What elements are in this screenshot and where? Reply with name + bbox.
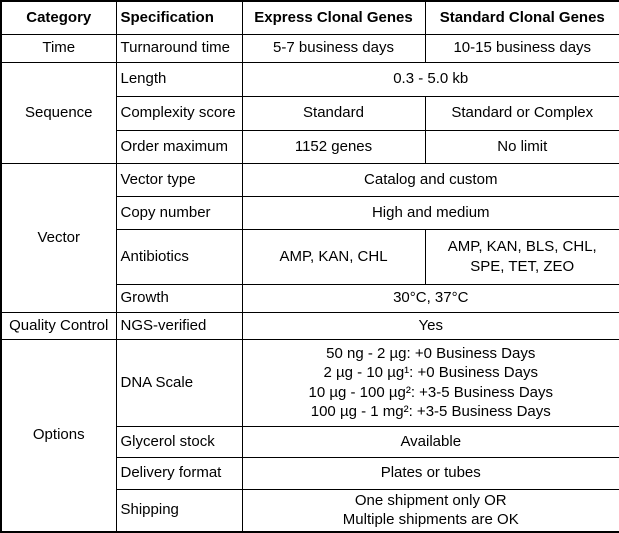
value-cell-express-order-maximum: 1152 genes (241, 129, 426, 164)
value-cell-standard-turnaround: 10-15 business days (424, 33, 619, 63)
table-row-shipping: Shipping One shipment only OR Multiple s… (1, 488, 619, 532)
spec-cell-glycerol-stock: Glycerol stock (115, 425, 243, 458)
spec-cell-turnaround-time: Turnaround time (115, 33, 243, 63)
table-row-turnaround-time: Time Turnaround time 5-7 business days 1… (0, 33, 619, 63)
spec-cell-antibiotics: Antibiotics (115, 228, 243, 285)
table-row-ngs-verified: Quality Control NGS-verified Yes (0, 311, 619, 340)
category-cell-quality-control: Quality Control (0, 311, 117, 340)
spec-cell-length: Length (115, 61, 243, 97)
value-cell-express-complexity: Standard (241, 95, 426, 131)
value-cell-glycerol-stock: Available (241, 425, 619, 458)
header-express-clonal-genes: Express Clonal Genes (241, 0, 426, 35)
spec-cell-order-maximum: Order maximum (115, 129, 243, 164)
value-cell-growth: 30°C, 37°C (241, 283, 619, 313)
header-standard-clonal-genes: Standard Clonal Genes (424, 0, 619, 35)
value-cell-length: 0.3 - 5.0 kb (241, 61, 619, 97)
table-row-dna-scale: Options DNA Scale 50 ng - 2 µg: +0 Busin… (0, 338, 619, 532)
value-cell-standard-antibiotics: AMP, KAN, BLS, CHL, SPE, TET, ZEO (424, 228, 619, 285)
table-row-order-maximum: Order maximum 1152 genes No limit (1, 129, 619, 164)
spec-cell-complexity-score: Complexity score (115, 95, 243, 131)
value-cell-express-antibiotics: AMP, KAN, CHL (241, 228, 426, 285)
category-cell-time: Time (0, 33, 117, 63)
value-cell-standard-complexity: Standard or Complex (424, 95, 619, 131)
spec-cell-copy-number: Copy number (115, 195, 243, 230)
table-row-vector-type: Vector Vector type Catalog and custom (0, 162, 619, 313)
table-row-length: Sequence Length 0.3 - 5.0 kb (0, 61, 619, 164)
table-row-copy-number: Copy number High and medium (1, 195, 619, 230)
spec-cell-shipping: Shipping (115, 488, 243, 532)
category-cell-vector: Vector (0, 162, 117, 313)
table-row-delivery-format: Delivery format Plates or tubes (1, 456, 619, 490)
header-specification: Specification (115, 0, 243, 35)
value-cell-shipping: One shipment only OR Multiple shipments … (241, 488, 619, 532)
spec-cell-ngs-verified: NGS-verified (115, 311, 243, 340)
value-cell-vector-type: Catalog and custom (241, 162, 619, 197)
category-cell-sequence: Sequence (0, 61, 117, 164)
value-cell-delivery-format: Plates or tubes (241, 456, 619, 490)
value-cell-standard-order-maximum: No limit (424, 129, 619, 164)
spec-cell-dna-scale: DNA Scale (115, 338, 243, 427)
spec-cell-growth: Growth (115, 283, 243, 313)
spec-cell-vector-type: Vector type (115, 162, 243, 197)
table-row-growth: Growth 30°C, 37°C (1, 283, 619, 313)
value-cell-copy-number: High and medium (241, 195, 619, 230)
table-row-antibiotics: Antibiotics AMP, KAN, CHL AMP, KAN, BLS,… (1, 228, 619, 285)
table-row-glycerol-stock: Glycerol stock Available (1, 425, 619, 458)
value-cell-express-turnaround: 5-7 business days (241, 33, 426, 63)
value-cell-ngs-verified: Yes (241, 311, 619, 340)
spec-cell-delivery-format: Delivery format (115, 456, 243, 490)
table-row-complexity-score: Complexity score Standard Standard or Co… (1, 95, 619, 131)
header-category: Category (0, 0, 117, 35)
category-cell-options: Options (0, 338, 117, 532)
table-header-row: Category Specification Express Clonal Ge… (0, 0, 619, 35)
value-cell-dna-scale: 50 ng - 2 µg: +0 Business Days 2 µg - 10… (241, 338, 619, 427)
